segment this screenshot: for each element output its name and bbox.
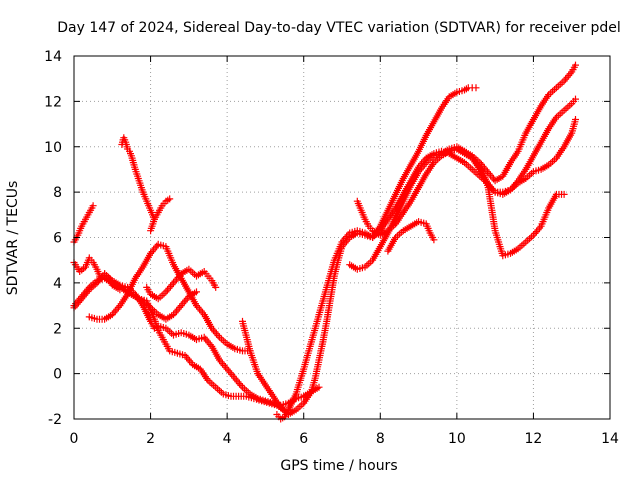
data-series bbox=[70, 61, 579, 423]
y-tick-label: 14 bbox=[44, 49, 62, 65]
data-point-markers bbox=[85, 240, 254, 355]
series-track-n bbox=[438, 143, 568, 260]
y-tick-label: 2 bbox=[53, 321, 62, 337]
y-tick-label: 10 bbox=[44, 140, 62, 156]
series-track-m bbox=[384, 218, 438, 255]
y-tick-label: 8 bbox=[53, 185, 62, 201]
data-point-markers bbox=[239, 84, 480, 418]
series-track-g bbox=[147, 195, 174, 235]
x-tick-label: 2 bbox=[146, 431, 155, 447]
series-track-i bbox=[239, 84, 480, 418]
x-tick-label: 8 bbox=[376, 431, 385, 447]
x-tick-label: 12 bbox=[525, 431, 543, 447]
y-tick-label: 4 bbox=[53, 276, 62, 292]
data-point-markers bbox=[118, 134, 158, 223]
x-axis-label: GPS time / hours bbox=[280, 458, 397, 474]
y-tick-label: -2 bbox=[48, 412, 62, 428]
y-tick-label: 6 bbox=[53, 231, 62, 247]
data-point-markers bbox=[384, 218, 438, 255]
y-tick-label: 12 bbox=[44, 94, 62, 110]
series-track-h bbox=[143, 265, 220, 303]
x-tick-label: 4 bbox=[223, 431, 232, 447]
series-track-f bbox=[118, 134, 158, 223]
chart-title: Day 147 of 2024, Sidereal Day-to-day VTE… bbox=[57, 20, 621, 36]
y-axis-label: SDTVAR / TECUs bbox=[5, 181, 21, 296]
data-point-markers bbox=[438, 143, 568, 260]
x-tick-label: 6 bbox=[299, 431, 308, 447]
data-point-markers bbox=[143, 265, 220, 303]
data-point-markers bbox=[147, 195, 174, 235]
x-tick-label: 10 bbox=[448, 431, 466, 447]
x-tick-label: 14 bbox=[601, 431, 619, 447]
series-track-e bbox=[85, 240, 254, 355]
axis-ticks: 0 2 4 6 8 10 12 14 -2 0 2 4 6 8 10 12 14 bbox=[44, 49, 619, 447]
y-tick-label: 0 bbox=[53, 367, 62, 383]
x-tick-label: 0 bbox=[70, 431, 79, 447]
